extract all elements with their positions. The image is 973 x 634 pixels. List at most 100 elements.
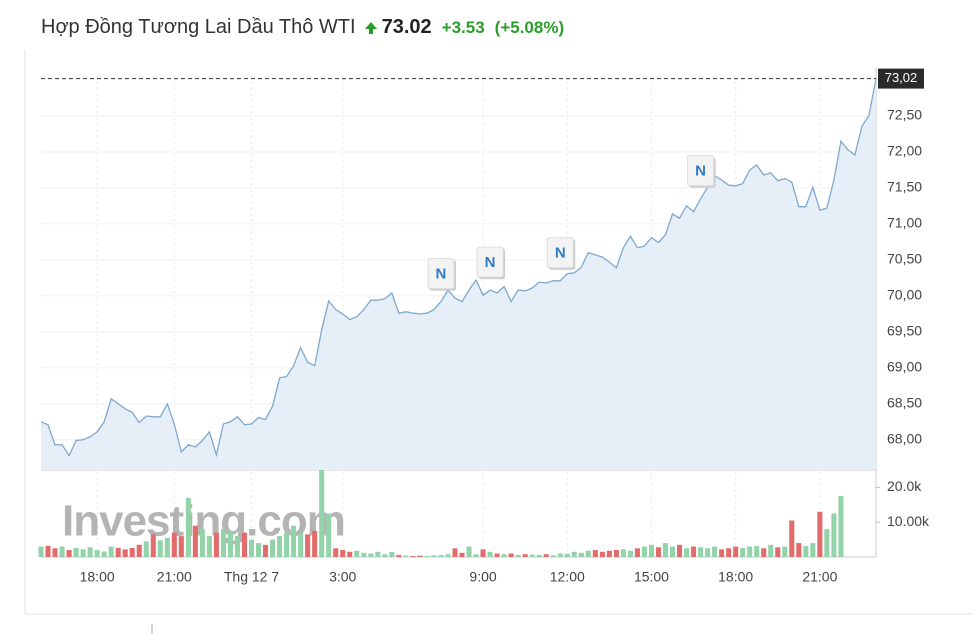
volume-bar [789,520,795,557]
volume-bar [150,534,156,557]
volume-bar [312,530,318,557]
volume-bar [740,547,746,557]
volume-bar [585,550,591,557]
volume-bar [305,534,311,557]
volume-bar [620,549,626,557]
volume-bar [80,549,86,557]
volume-bar [466,546,472,557]
volume-bar [592,550,598,557]
volume-bar [361,552,367,557]
volume-bar [501,554,507,557]
volume-bar [761,548,767,557]
volume-bar [108,546,114,557]
header: Hợp Đồng Tương Lai Dầu Thô WTI 73.02 +3.… [41,16,564,39]
y-tick-label: 71,50 [887,179,922,195]
volume-bar [698,547,704,557]
volume-bar [129,547,135,557]
volume-bar [403,555,409,557]
volume-bar [277,536,283,557]
y2-tick-label: 10.00k [887,513,930,529]
volume-bar [66,550,72,557]
volume-bar [691,546,697,557]
volume-bar [248,539,255,557]
volume-bar [298,532,304,557]
volume-bar [768,544,774,557]
volume-bar [45,545,51,557]
volume-bar [803,545,809,557]
volume-bar [38,546,44,557]
volume-bar [634,548,640,557]
y-tick-label: 68,50 [887,395,922,411]
volume-bar [389,551,395,557]
y-tick-label: 68,00 [887,430,922,446]
volume-bar [655,547,662,557]
volume-bar [94,550,100,557]
volume-bar [578,552,584,557]
volume-bar [164,537,170,557]
volume-bar [494,553,500,557]
volume-bar [122,549,128,557]
y-tick-label: 72,50 [887,107,922,123]
volume-bar [136,544,142,557]
volume-bar [171,532,177,557]
news-marker-label: N [695,163,706,180]
y-tick-label: 69,50 [887,323,922,339]
volume-bar [627,550,633,557]
volume-bar [438,554,444,557]
volume-bar [705,548,711,557]
volume-bar [417,555,423,557]
y-tick-label: 70,50 [887,251,922,267]
x-tick-label: 9:00 [469,569,496,585]
volume-bar [192,525,198,557]
volume-bar [571,551,577,557]
volume-bar [333,548,339,557]
volume-bar [754,545,760,557]
volume-bar [508,553,514,557]
volume-bar [733,546,739,557]
volume-bar [291,525,297,557]
x-tick-label: 3:00 [329,569,356,585]
news-marker [427,258,455,290]
volume-bar [473,554,479,557]
chart-title: Hợp Đồng Tương Lai Dầu Thô WTI [41,16,356,38]
news-marker [687,155,715,187]
y-tick-label: 70,00 [887,287,922,303]
volume-bar [263,544,269,557]
volume-bar [199,529,205,557]
volume-bar [641,546,647,557]
volume-bar [515,554,521,557]
volume-bar [410,555,416,557]
volume-bar [445,554,451,557]
news-marker-label: N [555,245,566,262]
volume-bar [227,530,233,557]
y-tick-label: 72,00 [887,143,922,159]
volume-bar [101,551,107,557]
volume-bar [143,541,149,557]
news-marker [476,246,504,278]
volume-bar [550,555,556,557]
volume-bar [270,539,276,557]
current-price-label: 73,02 [885,70,918,85]
volume-bar [613,550,619,557]
volume-bar [459,552,465,557]
volume-bar [73,547,79,557]
volume-bar [810,543,816,557]
volume-bar [326,513,332,557]
volume-bar [424,555,430,557]
volume-bar [255,543,262,557]
volume-bar [178,536,184,557]
volume-bar [557,553,563,557]
price: 73.02 [381,16,432,38]
volume-bar [543,554,549,557]
volume-bar [206,536,212,557]
volume-bar [213,532,219,557]
volume-bar [712,546,718,557]
current-price-tag [878,68,924,89]
volume-bar [431,555,437,557]
volume-bar [87,547,93,557]
volume-bar [606,550,612,557]
area-fill [41,78,876,470]
news-marker-label: N [485,254,496,271]
y-tick-label: 71,00 [887,215,922,231]
